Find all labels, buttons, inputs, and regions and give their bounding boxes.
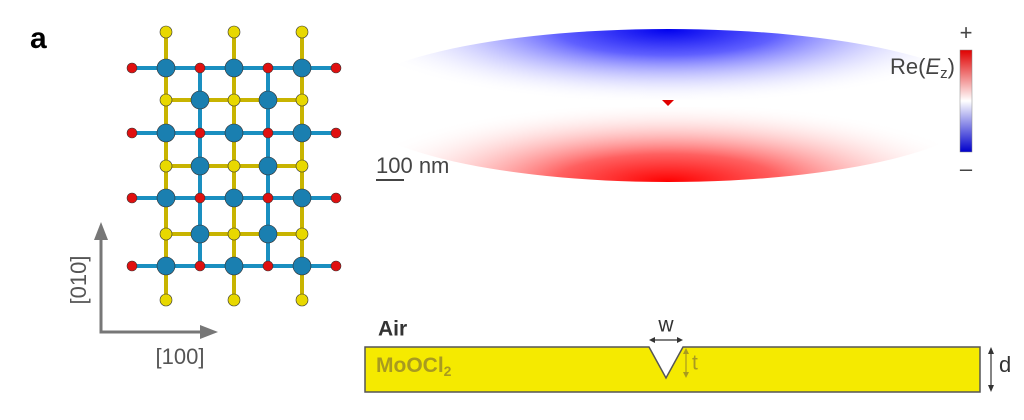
atom — [126, 260, 138, 272]
atom — [190, 156, 210, 176]
atom — [292, 123, 312, 143]
panel-label: a — [30, 22, 47, 55]
label-part: E — [925, 54, 940, 79]
atom — [258, 90, 278, 110]
atom — [126, 62, 138, 74]
colorbar-label: Re(Ez) — [890, 54, 955, 82]
scale-bar-label: 100 nm — [376, 153, 449, 178]
atom — [224, 188, 244, 208]
label-part: MoOCl — [376, 354, 444, 377]
label-part: ) — [948, 54, 955, 79]
atom — [262, 62, 274, 74]
atom — [292, 58, 312, 78]
arrow-head — [200, 325, 218, 339]
atom — [262, 127, 274, 139]
material-label: MoOCl2 — [376, 354, 452, 379]
field-map — [348, 0, 988, 200]
colorbar — [959, 49, 973, 153]
label-part: Re( — [890, 54, 926, 79]
atom — [194, 127, 206, 139]
atom — [156, 256, 176, 276]
atom — [292, 188, 312, 208]
label-part: 2 — [444, 363, 452, 379]
axes-lines — [99, 236, 205, 334]
notch-depth-label: t — [692, 352, 698, 375]
atom — [295, 93, 309, 107]
atom — [295, 227, 309, 241]
atom — [295, 159, 309, 173]
atom — [295, 25, 309, 39]
atom — [190, 90, 210, 110]
axis-label: [010] — [66, 256, 91, 305]
atom — [258, 156, 278, 176]
arrow-head — [683, 372, 689, 378]
atom — [126, 192, 138, 204]
atom — [194, 192, 206, 204]
atom — [258, 224, 278, 244]
atom — [262, 260, 274, 272]
atom — [156, 58, 176, 78]
label-part: z — [940, 65, 948, 82]
atom — [330, 127, 342, 139]
atom — [227, 227, 241, 241]
atom — [224, 256, 244, 276]
colorbar-max: + — [960, 20, 973, 45]
atom — [227, 93, 241, 107]
medium-label: Air — [378, 318, 407, 341]
colorbar-min: – — [960, 156, 973, 181]
atom — [194, 62, 206, 74]
arrow-head — [94, 222, 108, 240]
arrow-head — [683, 348, 689, 354]
atom — [159, 25, 173, 39]
axis-label: [100] — [156, 344, 205, 369]
atom — [227, 293, 241, 307]
atom — [295, 293, 309, 307]
atom — [330, 62, 342, 74]
atom — [227, 25, 241, 39]
atom — [156, 188, 176, 208]
notch-width-label: w — [657, 314, 674, 337]
atom — [330, 260, 342, 272]
interface — [365, 100, 955, 107]
atom — [330, 192, 342, 204]
atom — [156, 123, 176, 143]
thickness-label: d — [999, 352, 1011, 377]
atom — [190, 224, 210, 244]
atom — [292, 256, 312, 276]
arrow-head — [649, 337, 655, 343]
notch-hotspot — [662, 100, 674, 106]
crystal-lattice — [126, 25, 342, 307]
arrow-head — [988, 347, 994, 354]
schematic: Air MoOCl2 w t d — [364, 314, 1011, 393]
arrow-head — [677, 337, 683, 343]
atom — [224, 58, 244, 78]
atom — [262, 192, 274, 204]
atom — [126, 127, 138, 139]
arrow-head — [988, 385, 994, 392]
atom — [224, 123, 244, 143]
atom — [159, 93, 173, 107]
slab — [364, 346, 981, 393]
axis-arrows — [99, 236, 205, 334]
atom — [159, 159, 173, 173]
atom — [159, 293, 173, 307]
atom — [159, 227, 173, 241]
atom — [194, 260, 206, 272]
atom — [227, 159, 241, 173]
